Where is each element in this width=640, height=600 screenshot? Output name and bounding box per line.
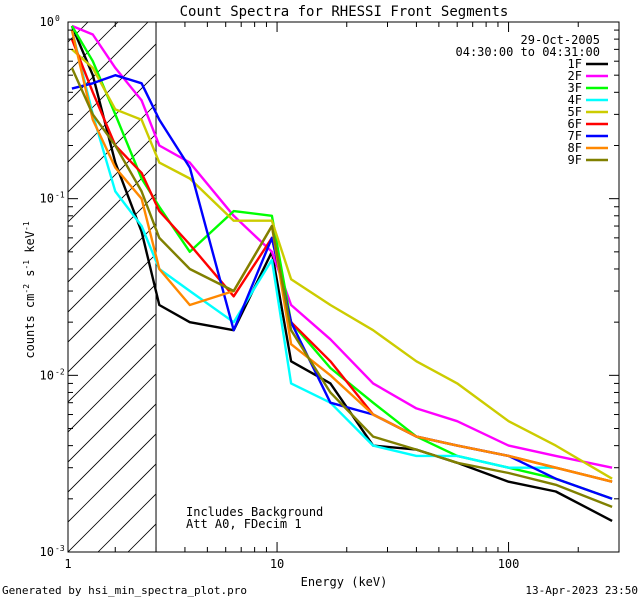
hatch-line — [68, 403, 157, 493]
legend-label-7F: 7F — [568, 129, 582, 143]
y-tick-exponent: 0 — [55, 14, 60, 23]
y-tick-label: 10 — [40, 192, 54, 206]
annotation-background: Includes Background — [186, 505, 323, 519]
generated-by-label: Generated by hsi_min_spectra_plot.pro — [2, 584, 248, 597]
legend-label-1F: 1F — [568, 57, 582, 71]
hatch-line — [68, 253, 157, 343]
y-axis-label: counts cm-2 s-1 keV-1 — [22, 221, 37, 358]
hatch-line — [68, 283, 157, 373]
y-tick-label: 10 — [40, 15, 54, 29]
date-label: 29-Oct-2005 — [521, 33, 600, 47]
legend-label-2F: 2F — [568, 69, 582, 83]
hatch-line — [68, 223, 157, 313]
legend-label-6F: 6F — [568, 117, 582, 131]
series-line-4F — [70, 29, 613, 483]
series-line-9F — [70, 67, 613, 509]
y-tick-label: 10 — [40, 368, 54, 382]
hatch-line — [68, 193, 157, 283]
legend-label-8F: 8F — [568, 141, 582, 155]
y-tick-exponent: -2 — [55, 367, 65, 376]
hatch-line — [0, 0, 128, 552]
hatch-line — [68, 163, 157, 253]
series-line-8F — [70, 29, 613, 483]
annotation-attenuator: Att A0, FDecim 1 — [186, 517, 302, 531]
hatch-line — [68, 43, 157, 133]
y-tick-exponent: -1 — [55, 191, 65, 200]
legend-label-4F: 4F — [568, 93, 582, 107]
hatch-line — [68, 463, 157, 552]
timestamp-label: 13-Apr-2023 23:50 — [525, 584, 638, 597]
series-line-5F — [71, 48, 613, 480]
x-axis-label: Energy (keV) — [301, 575, 388, 589]
x-tick-label: 10 — [270, 557, 284, 571]
plot-frame — [67, 21, 620, 553]
series-line-1F — [70, 25, 613, 522]
x-tick-label: 1 — [64, 557, 71, 571]
chart-title: Count Spectra for RHESSI Front Segments — [180, 4, 509, 20]
hatch-line — [68, 22, 149, 103]
legend-label-3F: 3F — [568, 81, 582, 95]
series-line-3F — [70, 25, 613, 500]
legend-label-5F: 5F — [568, 105, 582, 119]
series-lines — [70, 24, 613, 522]
hatch-line — [68, 373, 157, 463]
time-range-label: 04:30:00 to 04:31:00 — [456, 45, 601, 59]
hatch-line — [68, 433, 157, 523]
y-tick-exponent: -3 — [55, 544, 65, 553]
x-tick-label: 100 — [498, 557, 520, 571]
y-tick-label: 10 — [40, 545, 54, 559]
legend-label-9F: 9F — [568, 153, 582, 167]
